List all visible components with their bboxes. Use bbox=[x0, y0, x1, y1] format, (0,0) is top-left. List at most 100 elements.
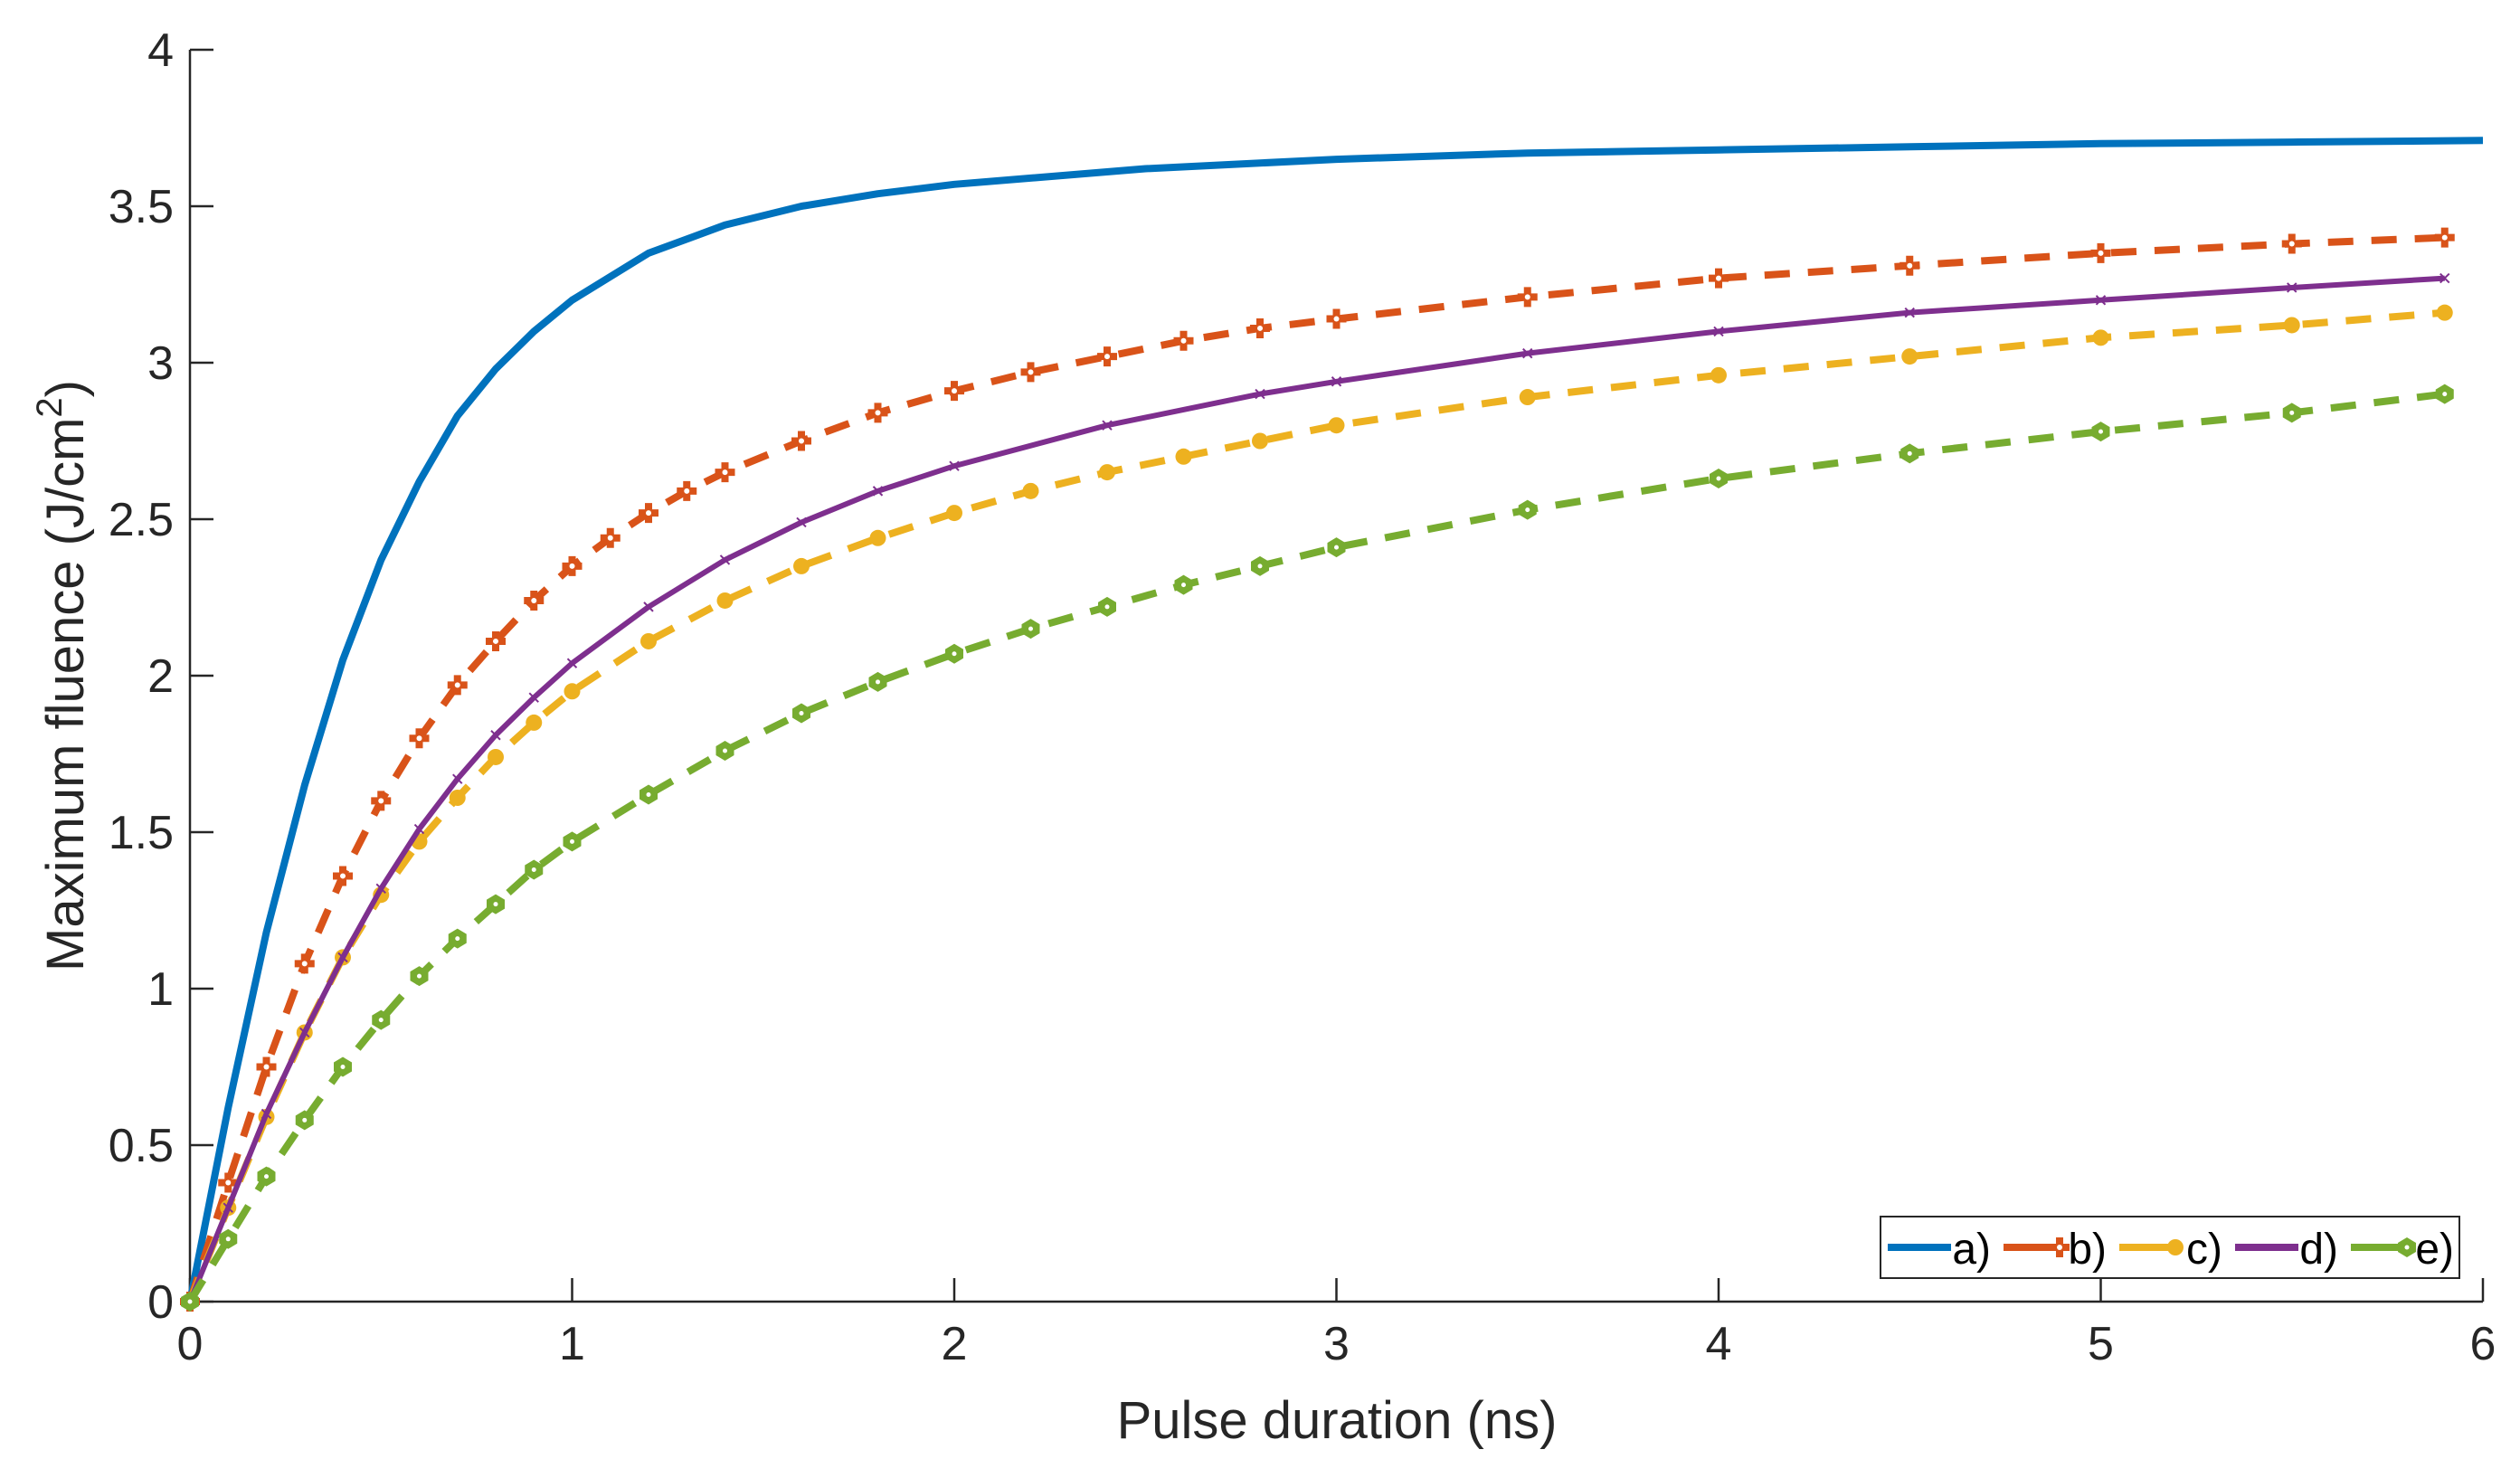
data-point-hole bbox=[646, 791, 651, 797]
data-point-hole bbox=[1257, 564, 1263, 569]
data-point-hole bbox=[531, 597, 537, 603]
data-point bbox=[566, 658, 578, 668]
data-point bbox=[490, 730, 501, 741]
x-tick-label: 5 bbox=[2088, 1318, 2114, 1370]
data-point-hole bbox=[1525, 507, 1530, 513]
y-axis-label-main: Maximum fluence (J/cm bbox=[36, 418, 95, 971]
data-point-hole bbox=[723, 748, 727, 753]
data-point bbox=[299, 1027, 310, 1038]
legend: a) b) c) d) e) bbox=[1880, 1216, 2460, 1279]
y-tick-label: 3.5 bbox=[109, 181, 174, 233]
data-point-hole bbox=[225, 1236, 231, 1242]
data-point-hole bbox=[1028, 369, 1034, 375]
data-point bbox=[1022, 482, 1039, 499]
data-point bbox=[261, 1108, 272, 1120]
y-tick-label: 3 bbox=[147, 337, 174, 390]
data-point bbox=[1099, 464, 1115, 481]
legend-marker-hole bbox=[2057, 1245, 2062, 1250]
data-point-hole bbox=[301, 961, 308, 967]
data-point-hole bbox=[684, 488, 690, 494]
legend-label: a) bbox=[1952, 1226, 1991, 1274]
data-point bbox=[1904, 307, 1915, 318]
legend-marker bbox=[2167, 1239, 2184, 1255]
data-point-hole bbox=[607, 535, 613, 541]
data-point bbox=[1255, 388, 1265, 400]
data-point-hole bbox=[264, 1174, 269, 1180]
x-tick-label: 1 bbox=[559, 1318, 585, 1370]
data-point-hole bbox=[1181, 583, 1186, 588]
series-b bbox=[180, 227, 2455, 1312]
data-point-hole bbox=[187, 1299, 193, 1304]
data-point bbox=[640, 632, 657, 649]
data-point-hole bbox=[1524, 294, 1530, 300]
data-point-hole bbox=[493, 638, 498, 644]
data-point-hole bbox=[263, 1064, 270, 1070]
data-point bbox=[526, 714, 543, 731]
data-point-hole bbox=[952, 388, 957, 394]
y-axis-label-sup: 2 bbox=[30, 397, 70, 417]
data-point-hole bbox=[416, 735, 422, 742]
data-point-hole bbox=[1104, 354, 1110, 360]
data-point-hole bbox=[1104, 604, 1110, 610]
x-tick-label: 0 bbox=[177, 1318, 204, 1370]
y-tick-label: 1.5 bbox=[109, 807, 174, 859]
data-point bbox=[719, 554, 731, 565]
data-point bbox=[337, 952, 348, 963]
data-point-hole bbox=[1716, 275, 1721, 281]
data-point-hole bbox=[302, 1117, 308, 1123]
data-point bbox=[2436, 304, 2453, 321]
series-line bbox=[186, 390, 2446, 1304]
y-tick-label: 2.5 bbox=[109, 494, 174, 546]
x-tick-label: 3 bbox=[1323, 1318, 1350, 1370]
y-tick-label: 0 bbox=[147, 1276, 174, 1329]
x-tick-label: 6 bbox=[2470, 1318, 2496, 1370]
legend-label: d) bbox=[2299, 1226, 2338, 1274]
axes: 0 1 2 3 4 5 6 0 0.5 1 1.5 2 2.5 3 3.5 4 bbox=[109, 24, 2496, 1370]
data-point bbox=[413, 823, 425, 835]
data-point bbox=[643, 602, 654, 612]
data-point bbox=[1710, 366, 1727, 384]
y-axis-label-close: ) bbox=[36, 380, 95, 397]
data-point-hole bbox=[1334, 545, 1339, 550]
data-point bbox=[2095, 295, 2107, 306]
series-d bbox=[185, 272, 2450, 1307]
y-tick-label: 2 bbox=[147, 650, 174, 703]
data-point bbox=[716, 592, 734, 609]
data-point-hole bbox=[952, 651, 957, 657]
data-point bbox=[1713, 326, 1724, 337]
data-point-hole bbox=[454, 682, 460, 688]
data-point-hole bbox=[455, 936, 460, 942]
data-point-hole bbox=[1180, 337, 1187, 344]
y-tick-label: 4 bbox=[147, 24, 174, 77]
data-point bbox=[528, 692, 539, 703]
data-point bbox=[1519, 389, 1536, 406]
data-point-hole bbox=[378, 798, 384, 804]
data-point-hole bbox=[2098, 250, 2104, 256]
legend-label: c) bbox=[2186, 1226, 2222, 1274]
data-point-hole bbox=[799, 438, 804, 444]
data-point bbox=[1522, 347, 1533, 359]
y-axis-label: Maximum fluence (J/cm2) bbox=[30, 380, 95, 971]
data-point-hole bbox=[2288, 241, 2295, 247]
data-point-hole bbox=[225, 1180, 232, 1186]
data-point-hole bbox=[531, 867, 536, 873]
data-point bbox=[564, 683, 581, 700]
data-point bbox=[449, 789, 466, 806]
legend-marker-hole bbox=[2404, 1245, 2410, 1250]
y-tick-label: 0.5 bbox=[109, 1120, 174, 1172]
data-point-hole bbox=[1716, 476, 1721, 481]
series-c bbox=[182, 304, 2453, 1310]
data-point-hole bbox=[1333, 316, 1340, 322]
data-point-hole bbox=[378, 1018, 384, 1023]
data-point bbox=[1102, 420, 1113, 431]
series-line bbox=[186, 233, 2445, 1303]
data-point-hole bbox=[646, 510, 651, 516]
data-point-hole bbox=[2289, 410, 2295, 415]
data-point-hole bbox=[417, 973, 422, 979]
data-point-hole bbox=[570, 838, 574, 844]
data-point-hole bbox=[1907, 262, 1913, 269]
series-e bbox=[181, 384, 2454, 1312]
series-group bbox=[180, 137, 2484, 1312]
x-tick-label: 2 bbox=[942, 1318, 968, 1370]
data-point-hole bbox=[875, 410, 881, 416]
